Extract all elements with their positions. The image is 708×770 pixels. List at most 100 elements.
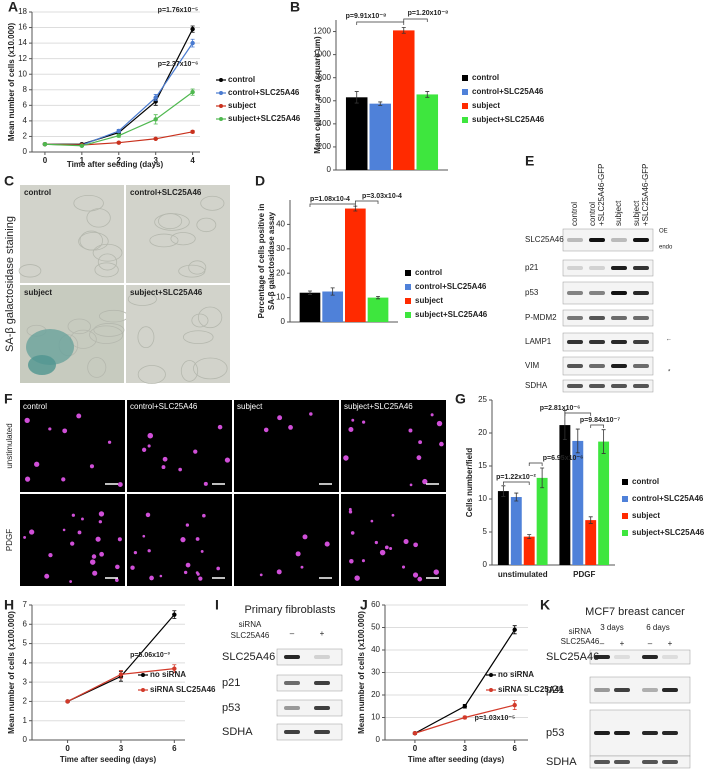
annotation: p=1.08x10-4 xyxy=(310,196,350,203)
legend-marker xyxy=(141,673,145,677)
group-label: 3 days xyxy=(600,623,624,632)
bracket xyxy=(354,200,379,204)
cell xyxy=(142,534,146,538)
y-tick-label: 10 xyxy=(478,494,487,503)
cell xyxy=(127,292,157,306)
y-tick-label: 20 xyxy=(478,428,487,437)
bar xyxy=(497,491,509,565)
bracket xyxy=(503,481,530,485)
y-tick-label: 2 xyxy=(23,132,28,141)
cell xyxy=(77,530,82,535)
legend-marker xyxy=(219,91,223,95)
point xyxy=(79,143,85,148)
cell xyxy=(302,534,308,540)
cell xyxy=(343,455,349,461)
blot-strip xyxy=(276,723,343,741)
cell xyxy=(162,456,168,462)
y-tick-label: 0 xyxy=(483,560,488,569)
band xyxy=(611,384,627,388)
y-tick-label: 20 xyxy=(371,690,380,699)
bracket xyxy=(564,412,592,416)
band xyxy=(642,731,658,735)
cell xyxy=(24,417,30,424)
row-label: SDHA xyxy=(525,381,548,390)
panel-letter: J xyxy=(360,597,368,613)
bar xyxy=(572,440,584,565)
y-tick-label: 0 xyxy=(376,735,381,744)
panel-letter: F xyxy=(4,391,13,407)
cell xyxy=(403,539,409,545)
y-tick-label: 60 xyxy=(371,600,380,609)
row-label: P-MDM2 xyxy=(525,313,557,322)
cell xyxy=(354,575,360,581)
legend-label: control xyxy=(472,73,499,82)
cell xyxy=(117,482,123,487)
micrograph xyxy=(127,400,232,492)
point xyxy=(190,26,195,32)
band xyxy=(611,291,627,295)
annotation: p=1.03x10⁻⁵ xyxy=(475,715,516,722)
y-tick-label: 15 xyxy=(478,461,487,470)
micrograph xyxy=(126,285,230,383)
blot-strip xyxy=(562,309,654,327)
cell xyxy=(180,537,186,543)
image-label: control+SLC25A46 xyxy=(130,188,202,197)
bar xyxy=(416,94,439,170)
y-tick-label: 10 xyxy=(18,69,27,78)
cell xyxy=(92,570,98,576)
band xyxy=(662,760,678,764)
y-tick-label: 1200 xyxy=(313,27,331,36)
band xyxy=(589,384,605,388)
legend-swatch xyxy=(462,117,468,123)
y-axis-title: Mean number of cells (x100.000) xyxy=(7,611,16,734)
x-tick-label: 4 xyxy=(190,156,195,165)
point xyxy=(172,666,177,671)
micrograph xyxy=(20,400,125,492)
row-label: p53 xyxy=(525,288,539,297)
band xyxy=(611,266,627,270)
micrograph xyxy=(126,185,230,283)
cell xyxy=(416,455,422,461)
cell xyxy=(170,232,196,246)
cell xyxy=(34,461,40,467)
cell xyxy=(99,551,104,557)
cell xyxy=(370,519,374,523)
y-axis-title: SA-β galactosidase assay xyxy=(267,211,276,310)
band xyxy=(284,655,300,659)
bar xyxy=(393,30,415,171)
y-tick-label: 6 xyxy=(23,619,28,628)
y-tick-label: 800 xyxy=(318,73,332,82)
legend-marker xyxy=(489,688,493,692)
legend-marker xyxy=(219,104,223,108)
cell xyxy=(91,554,97,559)
lane-label: control xyxy=(588,202,597,226)
blot-note: endo xyxy=(659,245,673,251)
cell xyxy=(161,465,166,470)
band xyxy=(567,364,583,368)
blot-strip xyxy=(562,332,654,352)
cell xyxy=(216,566,220,571)
cell xyxy=(183,570,188,575)
blot-note: * xyxy=(668,370,671,376)
legend-label: subject+SLC25A46 xyxy=(632,528,705,537)
cell xyxy=(73,194,104,212)
lane-label: subject xyxy=(632,200,641,226)
panel-letter: G xyxy=(455,391,466,407)
legend-swatch xyxy=(622,513,628,519)
point xyxy=(118,672,124,677)
cell xyxy=(23,535,27,539)
y-axis-title: Cells number/field xyxy=(465,448,474,517)
legend-marker xyxy=(219,78,223,82)
annotation: p=1.20x10⁻⁸ xyxy=(408,10,449,17)
bar xyxy=(510,497,522,565)
legend-label: no siRNA xyxy=(498,670,534,679)
lane-label: subject xyxy=(614,200,623,226)
legend-swatch xyxy=(405,270,411,276)
bar xyxy=(345,208,366,322)
cell xyxy=(196,217,217,233)
error-bar xyxy=(514,492,519,502)
stain xyxy=(28,355,56,375)
band xyxy=(611,316,627,320)
cell xyxy=(93,323,125,337)
